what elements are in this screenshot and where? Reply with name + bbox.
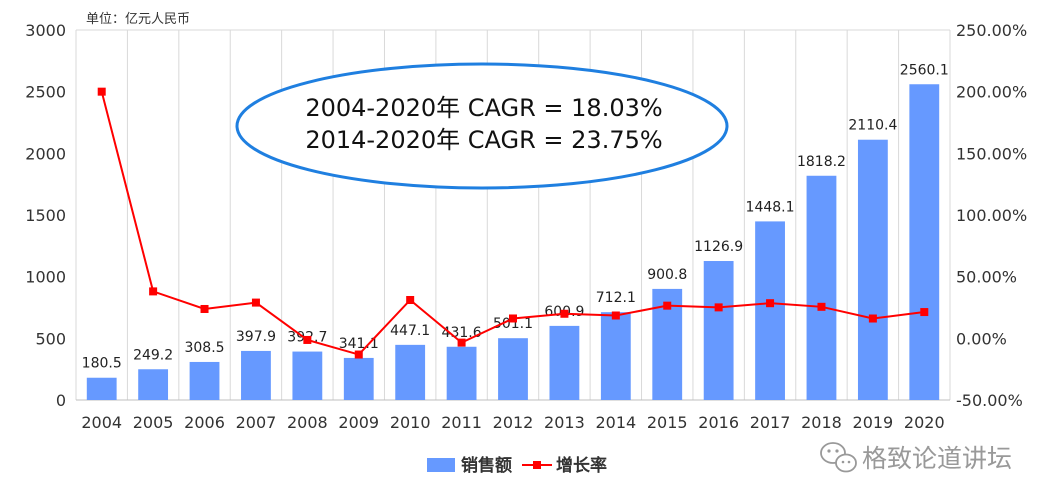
x-tick-2016: 2016 [698,413,739,432]
growth-point-2008 [303,335,312,344]
legend-label-sales: 销售额 [461,455,512,476]
x-tick-2012: 2012 [493,413,534,432]
growth-point-2018 [817,302,826,311]
cagr-ellipse [235,62,729,190]
bar-2007 [241,350,271,400]
x-tick-2006: 2006 [184,413,225,432]
bar-2006 [189,361,220,400]
bar-label-2011: 431.6 [442,325,482,341]
watermark-text: 格致论道讲坛 [862,444,1012,473]
x-tick-2004: 2004 [81,413,122,432]
bar-2016 [703,261,734,400]
growth-point-2010 [406,296,415,305]
x-tick-2011: 2011 [441,413,482,432]
left-axis: 0 500 1000 1500 2000 2500 3000 [25,21,66,410]
bars [86,84,940,400]
x-axis: 2004 2005 2006 2007 2008 2009 2010 2011 2012 2013… [81,413,944,432]
right-tick-label: 100.00% [956,206,1027,225]
left-tick-label: 2500 [25,83,66,102]
bar-label-2017: 1448.1 [746,199,795,215]
growth-point-2014 [611,311,620,320]
legend-swatch-growth-marker [533,461,541,469]
growth-point-2012 [509,314,517,323]
left-tick-label: 3000 [25,21,66,40]
bar-label-2014: 712.1 [596,290,636,306]
legend-label-growth: 增长率 [556,455,607,476]
bar-2017 [755,221,785,400]
left-tick-label: 1500 [25,206,66,225]
x-tick-2013: 2013 [544,413,585,432]
x-tick-2015: 2015 [647,413,688,432]
cagr-annotation: 2004-2020年 CAGR = 18.03% 2014-2020年 CAGR… [235,62,729,190]
bar-2005 [138,369,169,400]
left-tick-label: 0 [56,391,66,410]
x-tick-2005: 2005 [133,413,174,432]
growth-point-2011 [457,338,466,347]
growth-point-2019 [868,314,877,323]
growth-point-2020 [920,308,929,317]
growth-point-2013 [560,309,569,318]
growth-point-2009 [354,350,363,359]
growth-point-2004 [97,87,106,96]
x-tick-2017: 2017 [750,413,791,432]
bar-label-2005: 249.2 [133,347,173,363]
x-tick-2018: 2018 [801,413,842,432]
bar-2013 [549,325,580,400]
right-tick-label: -50.00% [956,391,1023,410]
left-tick-label: 2000 [25,144,66,163]
x-tick-2008: 2008 [287,413,328,432]
right-axis: -50.00% 0.00% 50.00% 100.00% 150.00% 200.00% 2… [956,21,1027,410]
growth-point-2006 [200,304,209,313]
bar-label-2015: 900.8 [647,267,687,283]
x-tick-2014: 2014 [595,413,636,432]
bar-label-2006: 308.5 [184,340,224,356]
bar-2004 [86,377,117,400]
right-tick-label: 250.00% [956,21,1027,40]
right-tick-label: 200.00% [956,83,1027,102]
x-tick-2007: 2007 [236,413,277,432]
cagr-line-2: 2014-2020年 CAGR = 23.75% [305,126,662,154]
x-tick-2020: 2020 [904,413,945,432]
growth-point-2015 [663,301,672,310]
bar-label-2020: 2560.1 [900,62,949,78]
bar-label-2019: 2110.4 [848,118,897,134]
growth-point-2007 [251,298,260,307]
unit-label: 单位：亿元人民币 [86,12,190,27]
legend: 销售额 增长率 [427,455,607,476]
growth-point-2016 [714,303,723,312]
wechat-icon [820,442,857,473]
bar-label-2018: 1818.2 [797,154,846,170]
x-tick-2019: 2019 [853,413,894,432]
bar-2018 [806,175,837,400]
growth-line [97,87,929,359]
x-tick-2009: 2009 [338,413,379,432]
bar-2008 [292,351,323,400]
bar-2011 [446,346,477,400]
bar-label-2004: 180.5 [82,356,122,372]
bar-label-2009: 341.1 [339,336,379,352]
x-tick-2010: 2010 [390,413,431,432]
growth-point-2005 [149,287,158,296]
bar-label-2012: 501.1 [493,316,533,332]
growth-point-2017 [766,299,775,308]
bar-2020 [909,84,940,400]
bar-2010 [395,344,426,400]
bar-2009 [343,357,374,400]
bar-2012 [498,338,528,400]
bar-label-2016: 1126.9 [694,239,743,255]
cagr-line-1: 2004-2020年 CAGR = 18.03% [305,94,662,122]
bar-label-2010: 447.1 [390,323,430,339]
right-tick-label: 150.00% [956,144,1027,163]
bar-2014 [600,312,631,400]
left-tick-label: 500 [35,329,66,348]
legend-swatch-sales [427,458,455,472]
bar-2019 [857,139,888,400]
left-tick-label: 1000 [25,268,66,287]
right-tick-label: 50.00% [956,268,1017,287]
watermark: 格致论道讲坛 [820,442,1012,473]
bar-label-2007: 397.9 [236,329,276,345]
right-tick-label: 0.00% [956,329,1007,348]
